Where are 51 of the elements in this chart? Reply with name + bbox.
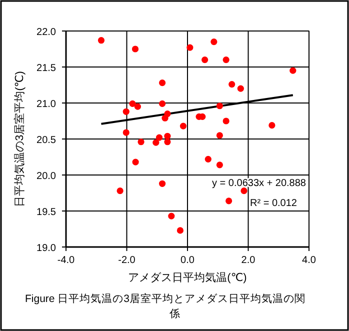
point	[156, 134, 163, 141]
point	[228, 80, 236, 88]
y-tick-label: 19.0	[36, 243, 56, 254]
y-tick-label: 19.5	[36, 207, 56, 218]
point	[222, 118, 230, 124]
point	[158, 80, 166, 86]
y-tick-label: 20.0	[36, 171, 56, 182]
x-tick-label: -4.0	[57, 255, 76, 266]
point	[186, 44, 194, 51]
point	[116, 188, 124, 194]
point	[152, 139, 160, 146]
point	[158, 100, 166, 108]
point	[132, 158, 139, 166]
y-axis-title: 日平均気温の3居室平均(℃)	[13, 71, 26, 207]
point	[216, 132, 223, 139]
point	[176, 227, 184, 234]
point	[216, 102, 223, 110]
x-axis-title: アメダス日平均気温(℃)	[128, 272, 247, 284]
point	[138, 138, 144, 146]
x-tick-label: 0.0	[180, 255, 195, 266]
y-tick-label: 21.0	[36, 99, 56, 110]
point	[162, 114, 168, 122]
point	[180, 122, 187, 130]
y-tick-label: 21.5	[36, 63, 56, 74]
point	[216, 162, 223, 168]
point	[132, 46, 139, 52]
x-tick-label: 4.0	[302, 255, 316, 266]
point	[129, 100, 136, 108]
point	[134, 103, 141, 110]
point	[122, 108, 130, 115]
point	[158, 180, 166, 187]
point	[168, 212, 175, 220]
point	[122, 129, 130, 136]
point	[240, 188, 248, 194]
point	[202, 56, 208, 64]
y-tick-label: 20.5	[36, 135, 56, 146]
point	[290, 67, 296, 74]
text: Figure 日平均気温の3居室平均とアメダス日平均気温の関係	[25, 292, 306, 320]
y-tick-label: 22.0	[36, 27, 56, 38]
point	[204, 156, 212, 162]
point	[237, 85, 244, 92]
point	[222, 56, 230, 64]
x-tick-label: 2.0	[241, 255, 256, 266]
point	[268, 122, 276, 129]
point	[164, 138, 171, 146]
point	[226, 198, 232, 204]
annotation: R² = 0.012	[250, 198, 298, 209]
point	[164, 132, 171, 140]
point	[210, 38, 218, 46]
point	[98, 37, 105, 44]
x-tick-label: -2.0	[118, 255, 136, 266]
